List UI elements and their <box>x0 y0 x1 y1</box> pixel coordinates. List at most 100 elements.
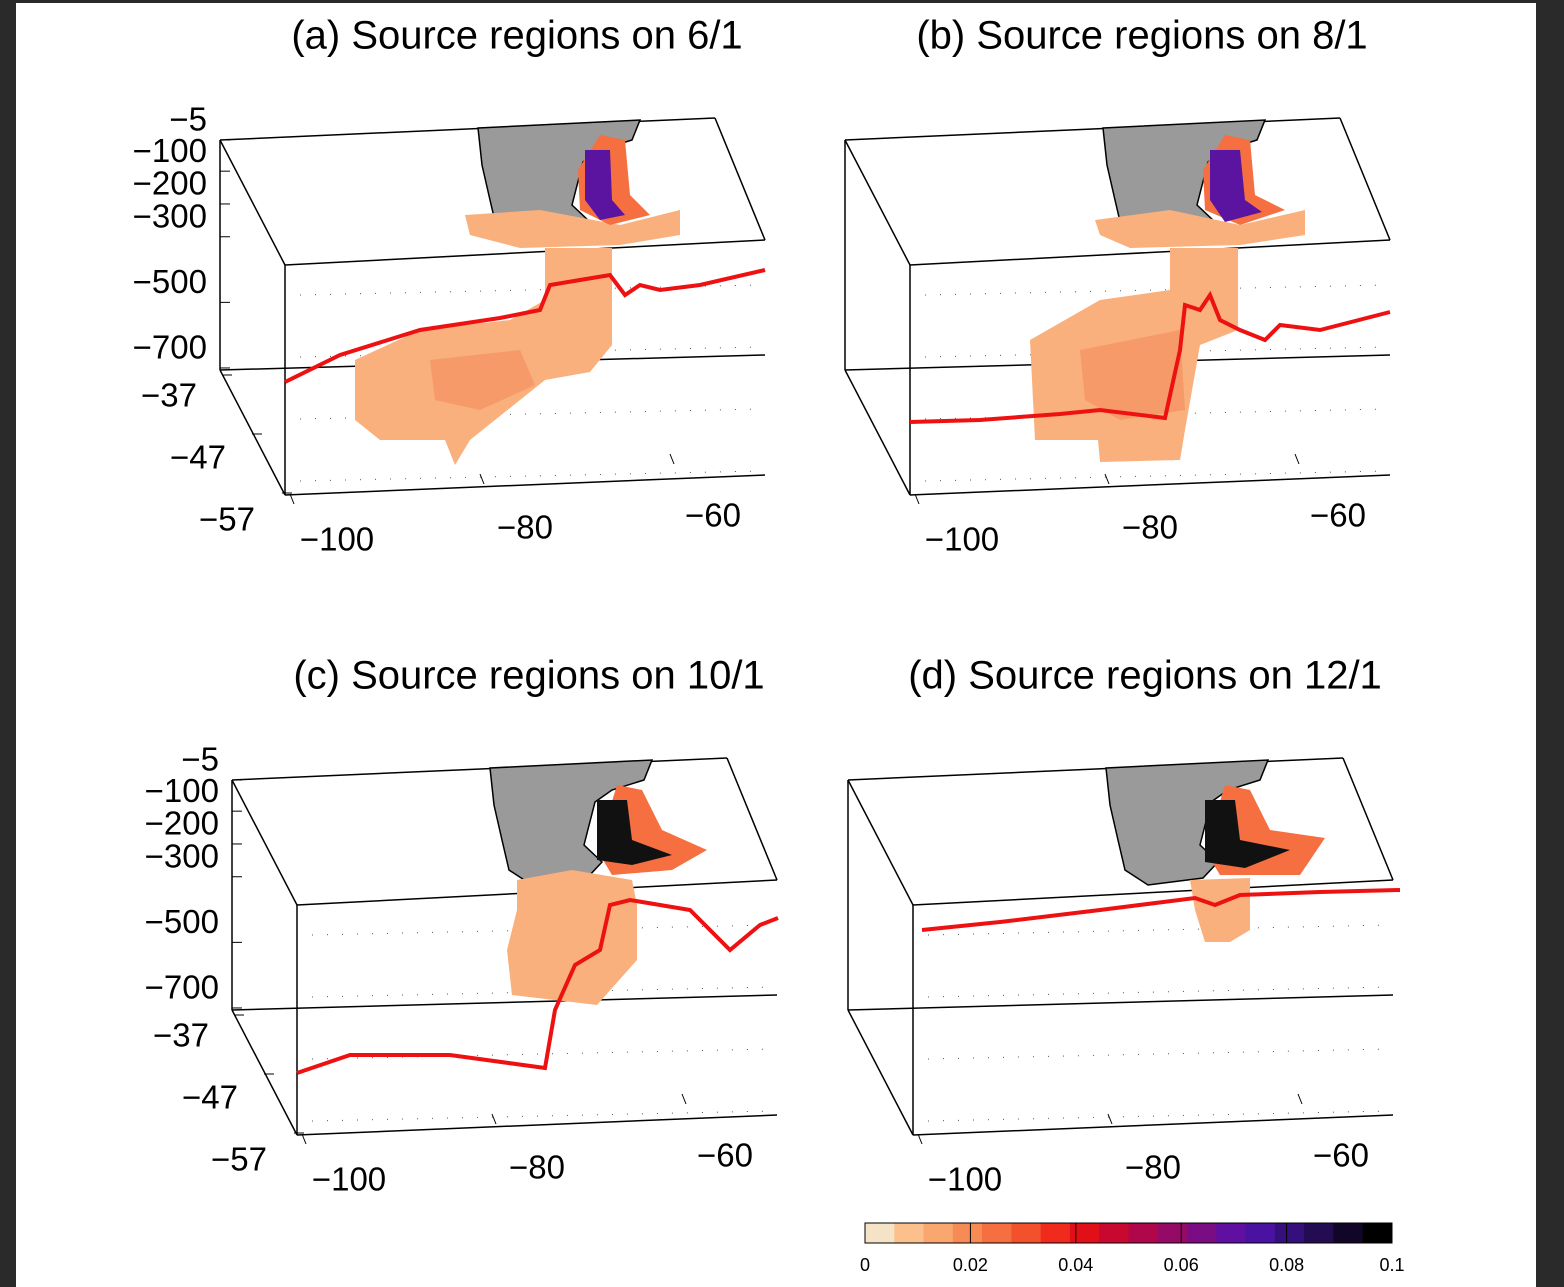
lon-tick-label: −100 <box>312 1161 386 1198</box>
lon-tick <box>289 493 295 505</box>
colorbar-segment <box>1128 1223 1159 1243</box>
z-tick-label: −200 <box>133 165 207 202</box>
panel: (b) Source regions on 8/1 −100 −80 −60 <box>844 14 1391 558</box>
colorbar-tick-label: 0.04 <box>1058 1255 1093 1275</box>
source-region <box>1190 878 1250 942</box>
red-line <box>921 888 1401 932</box>
lon-tick-label: −100 <box>925 521 999 558</box>
z-tick-label: −500 <box>133 263 207 300</box>
red-line <box>909 290 1391 424</box>
panel-title: (c) Source regions on 10/1 <box>293 654 764 698</box>
source-region <box>585 150 625 220</box>
colorbar-segment <box>1245 1223 1276 1243</box>
lon-tick <box>1297 1093 1303 1105</box>
box-edge <box>909 239 1391 266</box>
box-edge <box>912 1114 1394 1136</box>
panel: (a) Source regions on 6/1 −5−100−200−300 −… <box>133 14 766 558</box>
z-tick-label: −5 <box>169 101 207 138</box>
panel: (c) Source regions on 10/1−5−100−200−300… <box>145 654 779 1198</box>
lon-tick-label: −60 <box>1313 1137 1369 1174</box>
colorbar-segment <box>1362 1223 1393 1243</box>
box-edge <box>847 1009 914 1136</box>
panel-title: (d) Source regions on 12/1 <box>908 654 1382 698</box>
colorbar-tick-label: 0.02 <box>953 1255 988 1275</box>
source-region <box>597 800 672 865</box>
lon-tick-label: −60 <box>1310 497 1366 534</box>
colorbar-tick-label: 0.08 <box>1269 1255 1304 1275</box>
colorbar-segment <box>923 1223 954 1243</box>
source-region <box>507 870 637 1005</box>
source-region <box>1095 210 1305 248</box>
land <box>489 759 654 886</box>
colorbar-segment <box>1011 1223 1042 1243</box>
lon-tick-label: −80 <box>1125 1149 1181 1186</box>
z-tick-label: −300 <box>133 197 207 234</box>
box-edge <box>912 879 1394 906</box>
colorbar-segment <box>1069 1223 1100 1243</box>
source-region <box>430 350 535 410</box>
z-tick-label: −100 <box>145 772 219 809</box>
box-edge <box>909 474 1391 496</box>
z-tick-label: −300 <box>145 837 219 874</box>
box-edge <box>726 757 778 881</box>
lat-tick-label: −37 <box>141 377 197 414</box>
box-edge <box>284 474 766 496</box>
slide-background <box>16 3 1536 1287</box>
panel: (d) Source regions on 12/1 −100 −80 −60 <box>847 654 1401 1198</box>
lon-tick <box>1107 1113 1113 1125</box>
colorbar-segment <box>1333 1223 1364 1243</box>
box-edge <box>231 779 298 906</box>
panel-title: (b) Source regions on 8/1 <box>916 14 1367 58</box>
z-tick-label: −500 <box>145 903 219 940</box>
colorbar-segment <box>865 1223 895 1243</box>
lon-tick <box>917 1133 923 1145</box>
lon-tick-label: −80 <box>497 509 553 546</box>
box-edge <box>1342 757 1394 881</box>
lat-tick-label: −47 <box>182 1079 238 1116</box>
z-tick-label: −700 <box>145 969 219 1006</box>
box-edge <box>219 369 286 496</box>
colorbar-tick-label: 0.1 <box>1379 1255 1404 1275</box>
box-edge <box>1339 117 1391 241</box>
colorbar-segment <box>1216 1223 1247 1243</box>
lon-tick-label: −80 <box>1122 509 1178 546</box>
colorbar-segment <box>894 1223 925 1243</box>
lon-tick-label: −60 <box>697 1137 753 1174</box>
lon-tick <box>1294 453 1300 465</box>
box-edge <box>296 1114 778 1136</box>
box-edge <box>219 139 286 266</box>
colorbar-segment <box>1187 1223 1217 1243</box>
colorbar-segment <box>1099 1223 1129 1243</box>
source-region <box>1080 330 1185 420</box>
box-edge <box>231 1009 298 1136</box>
lat-tick-label: −37 <box>153 1017 209 1054</box>
lat-tick-label: −57 <box>199 501 255 538</box>
z-tick-label: −5 <box>181 741 219 778</box>
z-tick-label: −200 <box>145 805 219 842</box>
lon-tick-label: −60 <box>685 497 741 534</box>
box-edge <box>844 369 911 496</box>
source-region <box>1205 800 1290 868</box>
box-edge <box>284 239 766 266</box>
colorbar-segment <box>1157 1223 1188 1243</box>
colorbar-tick-label: 0 <box>860 1255 870 1275</box>
colorbar-segment <box>1274 1223 1305 1243</box>
box-edge <box>847 994 1394 1011</box>
lon-tick <box>479 473 485 485</box>
box-edge <box>231 994 778 1011</box>
z-tick-label: −100 <box>133 132 207 169</box>
box-edge <box>844 139 911 266</box>
lon-tick <box>681 1093 687 1105</box>
red-line <box>284 268 766 384</box>
lon-tick <box>914 493 920 505</box>
z-tick-label: −700 <box>133 329 207 366</box>
source-region <box>1210 150 1262 222</box>
lon-tick <box>1104 473 1110 485</box>
box-edge <box>714 117 766 241</box>
panel-title: (a) Source regions on 6/1 <box>291 14 742 58</box>
box-edge <box>847 779 914 906</box>
lon-tick <box>491 1113 497 1125</box>
source-region <box>465 210 680 248</box>
red-line <box>296 897 779 1075</box>
